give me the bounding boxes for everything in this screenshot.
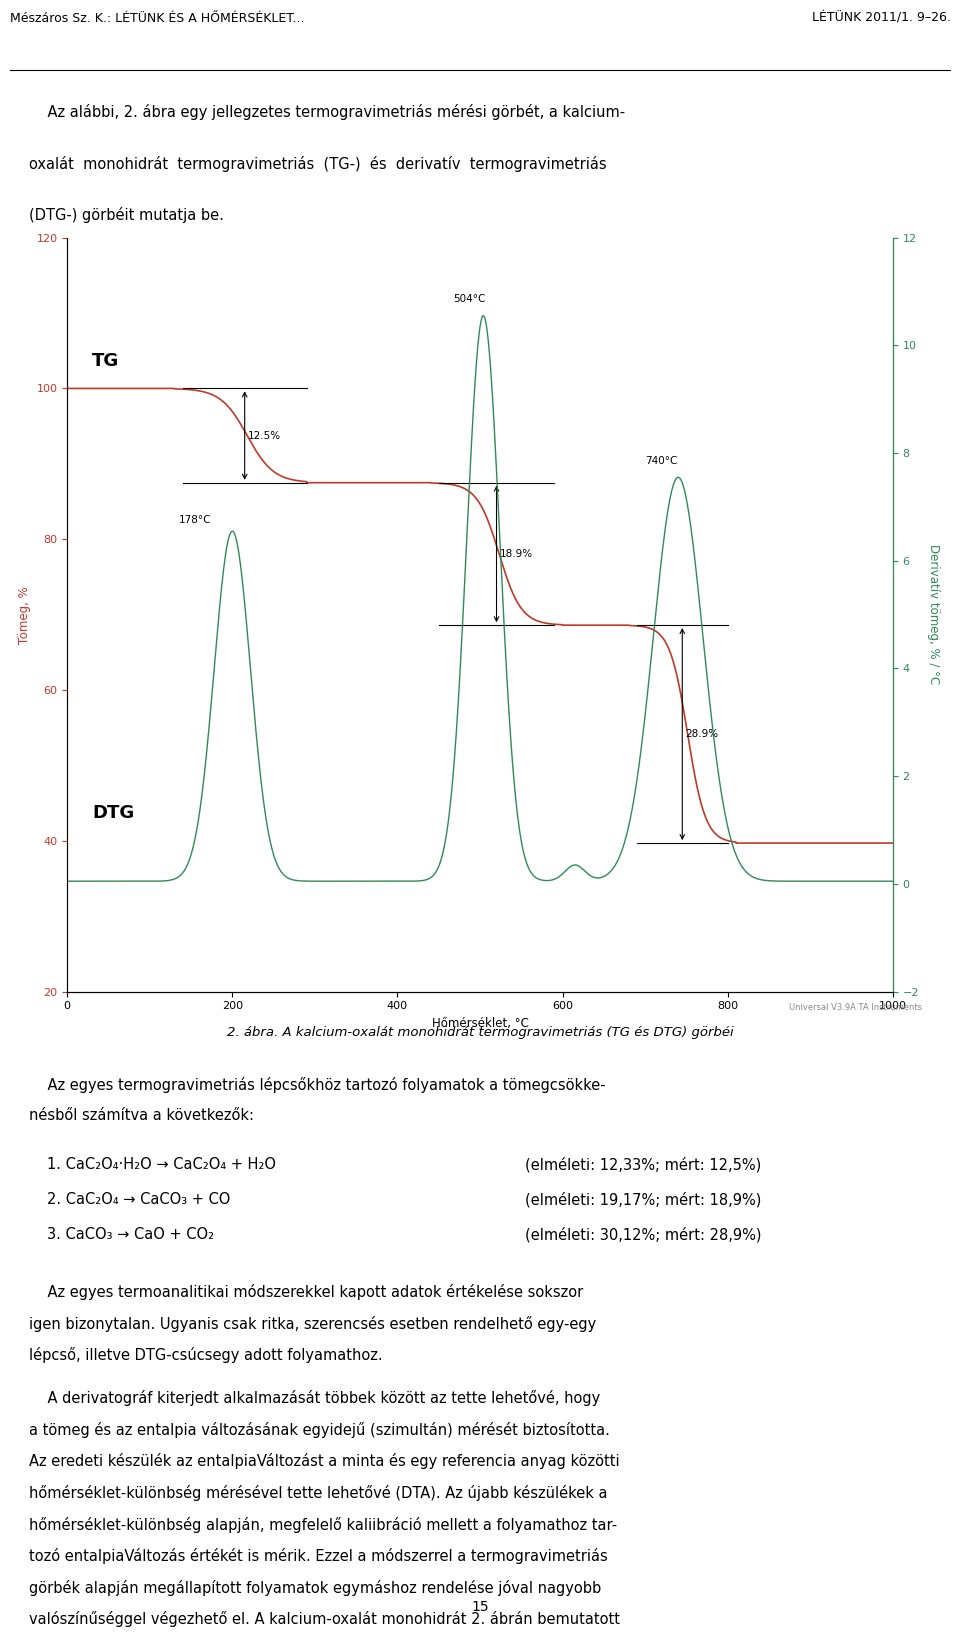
X-axis label: Hőmérséklet, °C: Hőmérséklet, °C xyxy=(432,1016,528,1029)
Text: Az egyes termogravimetriás lépcsőkhöz tartozó folyamatok a tömegcsökke-: Az egyes termogravimetriás lépcsőkhöz ta… xyxy=(29,1077,606,1093)
Text: 178°C: 178°C xyxy=(179,515,211,524)
Text: 18.9%: 18.9% xyxy=(500,549,533,559)
Y-axis label: Derivatív tömeg, % / °C: Derivatív tömeg, % / °C xyxy=(926,544,940,685)
Text: 3. CaCO₃ → CaO + CO₂: 3. CaCO₃ → CaO + CO₂ xyxy=(47,1226,214,1242)
Text: 1. CaC₂O₄·H₂O → CaC₂O₄ + H₂O: 1. CaC₂O₄·H₂O → CaC₂O₄ + H₂O xyxy=(47,1157,276,1172)
Text: 740°C: 740°C xyxy=(645,456,678,465)
Text: (elméleti: 30,12%; mért: 28,9%): (elméleti: 30,12%; mért: 28,9%) xyxy=(525,1226,761,1242)
Text: 28.9%: 28.9% xyxy=(685,729,719,739)
Text: TG: TG xyxy=(92,352,119,370)
Text: görbék alapján megállapított folyamatok egymáshoz rendelése jóval nagyobb: görbék alapján megállapított folyamatok … xyxy=(29,1580,601,1596)
Text: nésből számítva a következők:: nésből számítva a következők: xyxy=(29,1108,253,1123)
Text: tozó entalpiaVáltozás értékét is mérik. Ezzel a módszerrel a termogravimetriás: tozó entalpiaVáltozás értékét is mérik. … xyxy=(29,1549,608,1564)
Text: lépcső, illetve DTG-csúcsegy adott folyamathoz.: lépcső, illetve DTG-csúcsegy adott folya… xyxy=(29,1347,382,1364)
Text: 2. ábra. A kalcium-oxalát monohidrát termogravimetriás (TG és DTG) görbéi: 2. ábra. A kalcium-oxalát monohidrát ter… xyxy=(227,1026,733,1039)
Text: Az alábbi, 2. ábra egy jellegzetes termogravimetriás mérési görbét, a kalcium-: Az alábbi, 2. ábra egy jellegzetes termo… xyxy=(29,105,625,120)
Text: 12.5%: 12.5% xyxy=(248,431,281,441)
Y-axis label: Tömeg, %: Tömeg, % xyxy=(18,585,31,644)
Text: oxalát  monohidrát  termogravimetriás  (TG-)  és  derivatív  termogravimetriás: oxalát monohidrát termogravimetriás (TG-… xyxy=(29,156,607,172)
Text: a tömeg és az entalpia változásának egyidejű (szimultán) mérését biztosította.: a tömeg és az entalpia változásának egyi… xyxy=(29,1423,610,1437)
Text: 504°C: 504°C xyxy=(453,295,486,305)
Text: (elméleti: 12,33%; mért: 12,5%): (elméleti: 12,33%; mért: 12,5%) xyxy=(525,1157,761,1172)
Text: igen bizonytalan. Ugyanis csak ritka, szerencsés esetben rendelhető egy-egy: igen bizonytalan. Ugyanis csak ritka, sz… xyxy=(29,1316,596,1333)
Text: 2. CaC₂O₄ → CaCO₃ + CO: 2. CaC₂O₄ → CaCO₃ + CO xyxy=(47,1192,230,1206)
Text: Universal V3.9A TA Instruments: Universal V3.9A TA Instruments xyxy=(788,1003,922,1011)
Text: A derivatográf kiterjedt alkalmazását többek között az tette lehetővé, hogy: A derivatográf kiterjedt alkalmazását tö… xyxy=(29,1390,600,1406)
Text: (elméleti: 19,17%; mért: 18,9%): (elméleti: 19,17%; mért: 18,9%) xyxy=(525,1192,761,1208)
Text: 15: 15 xyxy=(471,1600,489,1614)
Text: Az egyes termoanalitikai módszerekkel kapott adatok értékelése sokszor: Az egyes termoanalitikai módszerekkel ka… xyxy=(29,1285,583,1300)
Text: LÉTÜNK 2011/1. 9–26.: LÉTÜNK 2011/1. 9–26. xyxy=(811,11,950,25)
Text: valószínűséggel végezhető el. A kalcium-oxalát monohidrát 2. ábrán bemutatott: valószínűséggel végezhető el. A kalcium-… xyxy=(29,1611,620,1628)
Text: DTG: DTG xyxy=(92,805,134,823)
Text: Mészáros Sz. K.: LÉTÜNK ÉS A HŐMÉRSÉKLET...: Mészáros Sz. K.: LÉTÜNK ÉS A HŐMÉRSÉKLET… xyxy=(10,11,304,25)
Text: hőmérséklet-különbség alapján, megfelelő kaliibráció mellett a folyamathoz tar-: hőmérséklet-különbség alapján, megfelelő… xyxy=(29,1516,617,1532)
Text: hőmérséklet-különbség mérésével tette lehetővé (DTA). Az újabb készülékek a: hőmérséklet-különbség mérésével tette le… xyxy=(29,1485,608,1501)
Text: (DTG-) görbéit mutatja be.: (DTG-) görbéit mutatja be. xyxy=(29,208,224,223)
Text: Az eredeti készülék az entalpiaVáltozást a minta és egy referencia anyag közötti: Az eredeti készülék az entalpiaVáltozást… xyxy=(29,1454,619,1470)
